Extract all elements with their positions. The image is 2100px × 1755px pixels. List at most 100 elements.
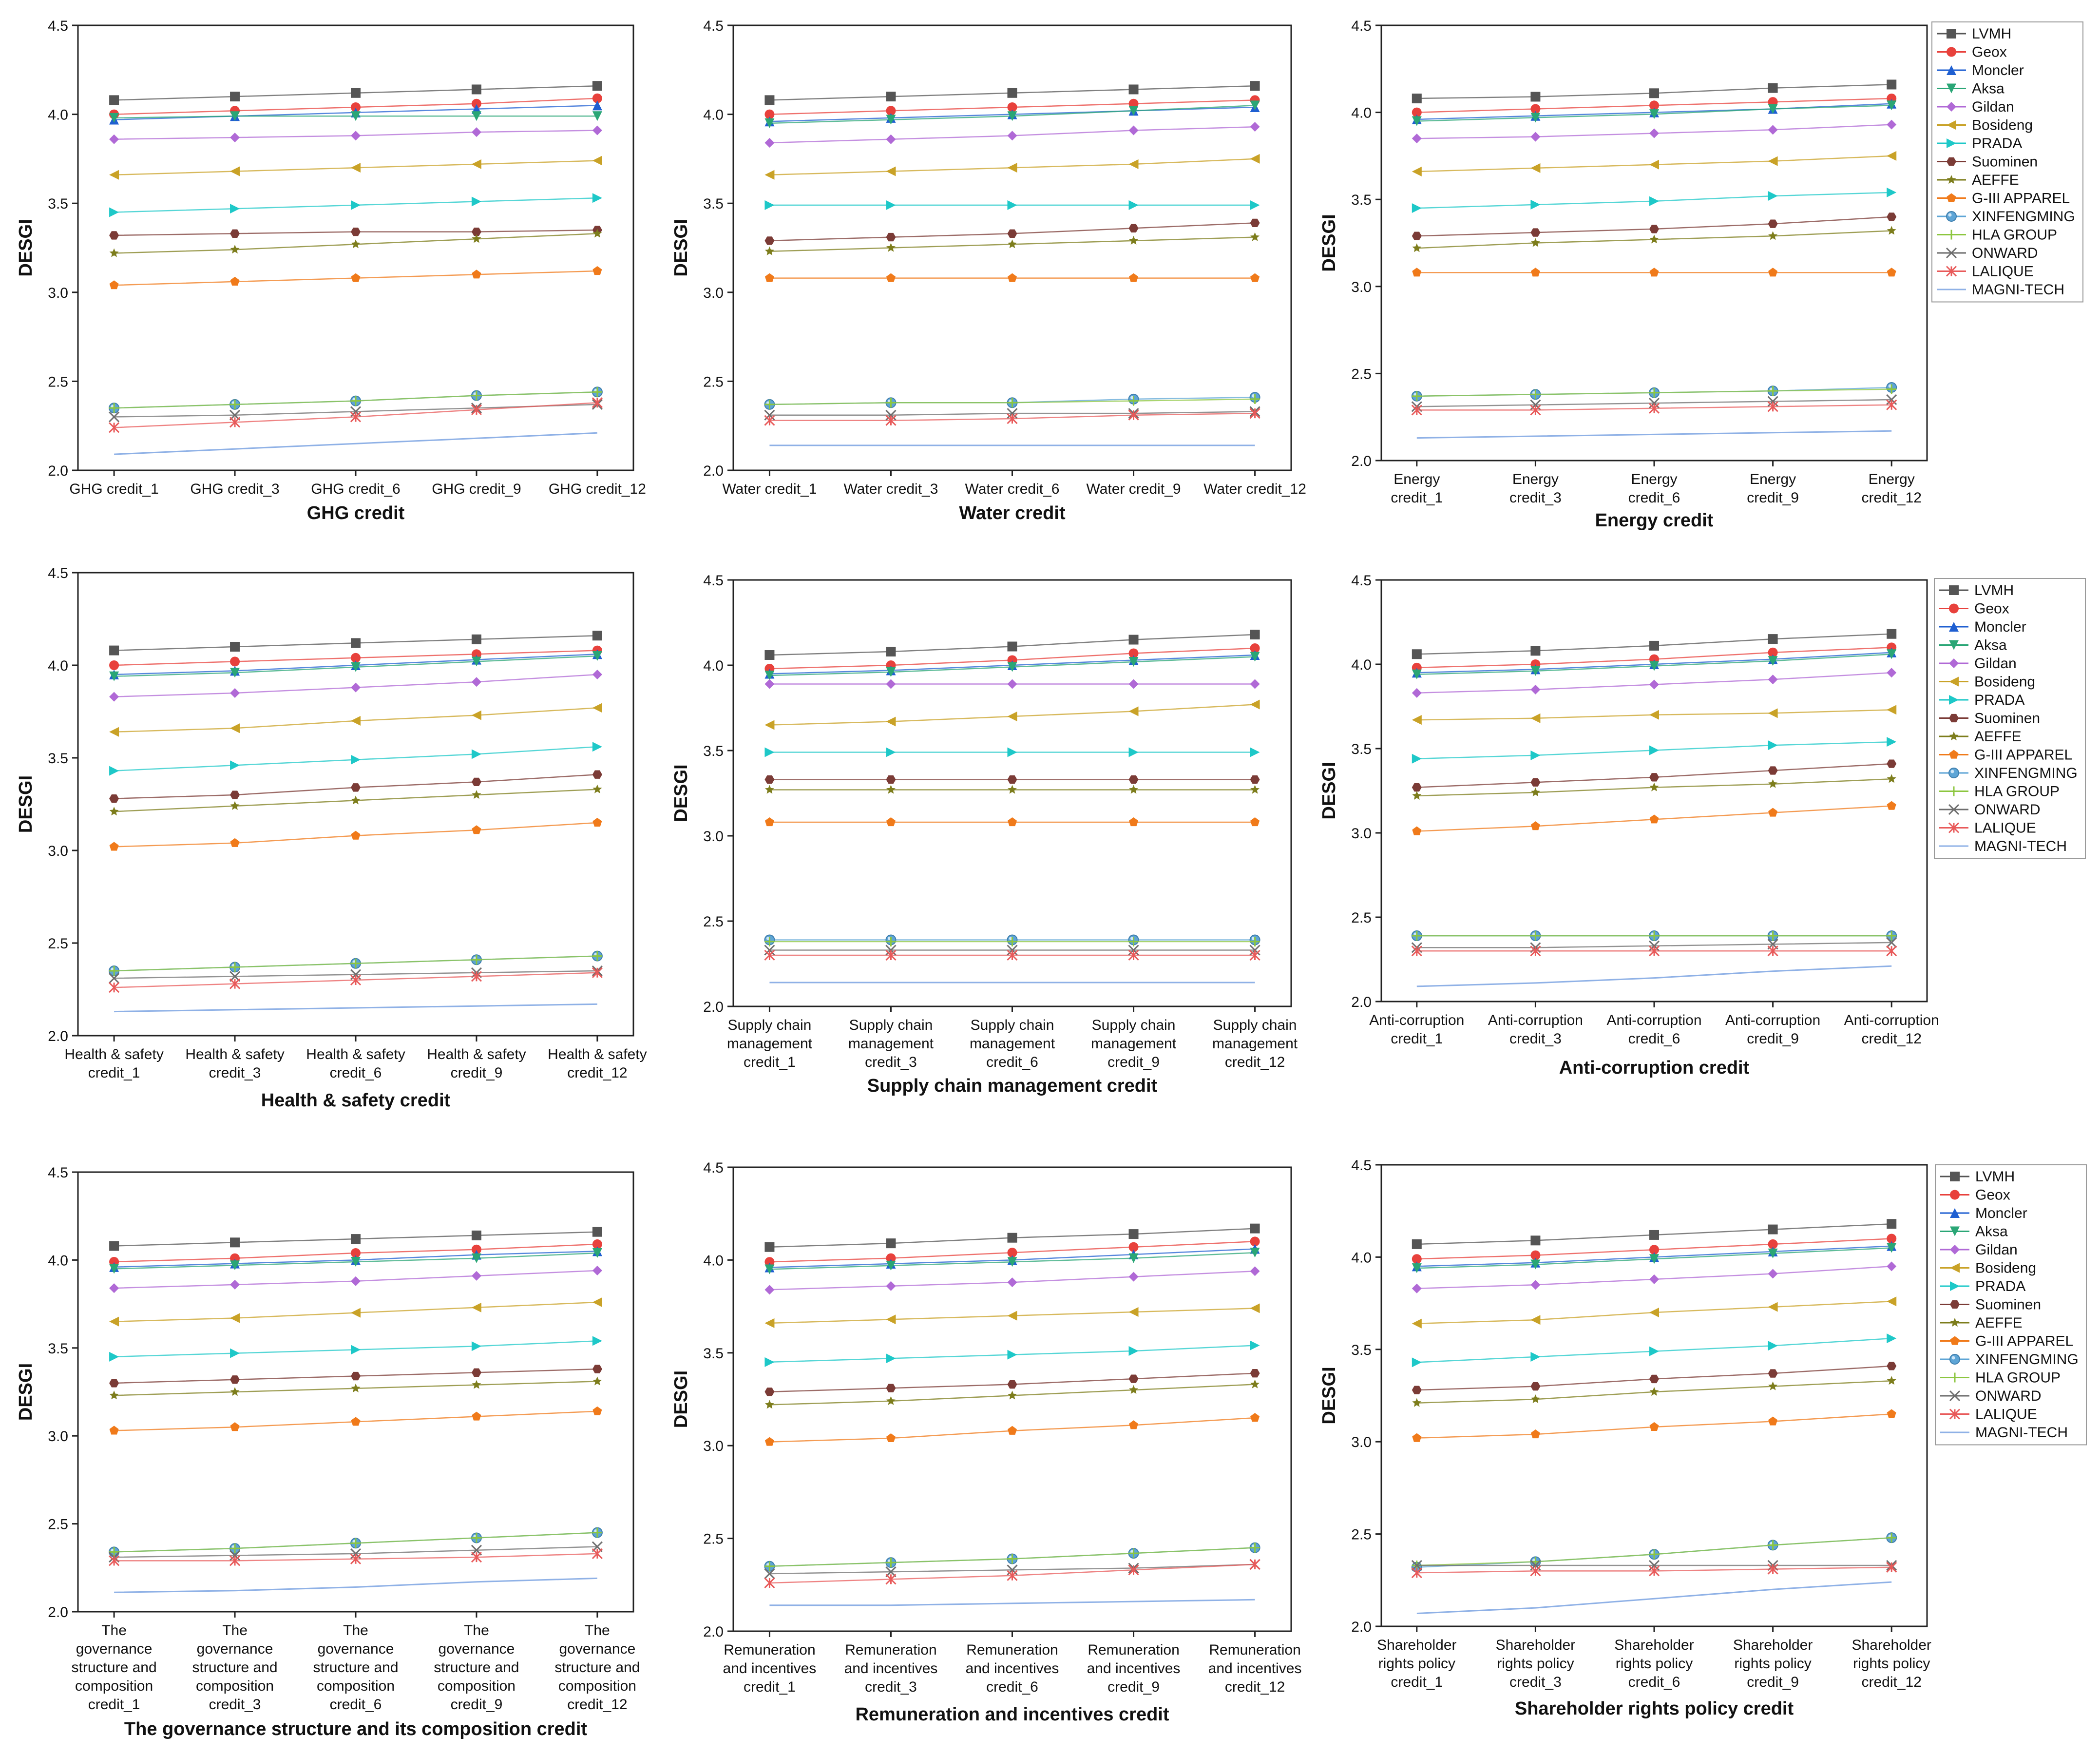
- data-point: [764, 945, 775, 956]
- series-prada: [109, 193, 602, 217]
- data-point: [351, 783, 361, 792]
- series-gildan: [764, 1266, 1260, 1295]
- data-point: [1649, 782, 1659, 791]
- series-g-iii-apparel: [109, 818, 602, 851]
- data-point: [1128, 706, 1139, 716]
- y-tick-label: 3.5: [48, 1341, 68, 1357]
- data-point: [471, 971, 482, 982]
- data-point: [1412, 1433, 1422, 1442]
- series-aksa: [109, 1248, 602, 1274]
- data-point: [230, 1313, 240, 1323]
- series-bosideng: [109, 155, 602, 180]
- series-prada: [1412, 737, 1897, 764]
- y-tick-label: 4.5: [1351, 1157, 1372, 1174]
- data-point: [1649, 159, 1659, 170]
- data-point: [1768, 1381, 1778, 1390]
- data-point: [1768, 740, 1778, 751]
- data-point: [1007, 1248, 1017, 1258]
- data-point: [1412, 791, 1422, 800]
- data-point: [1530, 405, 1541, 416]
- data-point: [351, 227, 361, 236]
- series-lalique: [764, 1559, 1260, 1589]
- legend-marker: [1946, 247, 1957, 259]
- data-point: [1767, 1563, 1778, 1575]
- series-lalique: [1411, 1562, 1897, 1579]
- data-point: [1129, 273, 1139, 282]
- legend-label: MAGNI-TECH: [1974, 838, 2067, 854]
- series-aeffe: [109, 1376, 602, 1400]
- x-tick-label-line: credit_1: [1391, 1031, 1443, 1047]
- data-point: [1768, 647, 1778, 657]
- data-point: [351, 795, 361, 805]
- data-point: [886, 1353, 896, 1364]
- data-point: [1007, 949, 1018, 961]
- x-tick-label-line: Remuneration: [724, 1642, 815, 1658]
- x-tick-label: Anti-corruption credit_3: [1488, 1012, 1583, 1047]
- legend-marker: [1947, 175, 1956, 184]
- x-tick-label: Shareholder rights policy credit_12: [1852, 1637, 1931, 1690]
- series-bosideng: [109, 1297, 602, 1327]
- data-point: [1649, 710, 1659, 720]
- data-point: [351, 273, 361, 282]
- data-point: [351, 638, 361, 648]
- data-point: [1249, 949, 1260, 961]
- data-point: [592, 229, 602, 238]
- x-tick-label-line: credit_12: [1861, 1031, 1921, 1047]
- data-point: [1649, 1230, 1659, 1240]
- x-tick-label-line: Water credit_3: [843, 481, 938, 497]
- data-point: [472, 234, 481, 243]
- data-point: [886, 166, 896, 176]
- data-point: [350, 1548, 362, 1560]
- y-tick-label: 4.0: [1351, 105, 1372, 121]
- chart-panel: 2.0 2.5 3.0 3.5 4.0 4.5 The governance structure…: [16, 1165, 640, 1739]
- series-lvmh: [764, 81, 1260, 105]
- data-point: [230, 399, 240, 409]
- x-tick-label-line: credit_3: [1509, 1031, 1562, 1047]
- legend-label: PRADA: [1975, 1278, 2025, 1294]
- data-point: [1007, 111, 1017, 121]
- data-point: [1887, 187, 1897, 197]
- data-point: [230, 656, 240, 667]
- data-point: [230, 760, 240, 771]
- data-point: [351, 1345, 361, 1355]
- x-tick-label-line: Energy: [1750, 471, 1796, 487]
- legend-label: AEFFE: [1975, 1315, 2023, 1331]
- data-point: [1530, 113, 1541, 123]
- data-point: [1007, 239, 1017, 249]
- data-point: [471, 1552, 482, 1563]
- series-g-iii-apparel: [764, 1413, 1260, 1446]
- legend-marker: [1949, 1354, 1960, 1365]
- legend-marker: [1949, 640, 1959, 650]
- series-suominen: [1412, 212, 1897, 240]
- x-tick-label-line: credit_6: [1628, 1674, 1680, 1690]
- y-tick-label: 2.0: [48, 463, 68, 479]
- data-point: [1530, 389, 1541, 400]
- data-point: [592, 387, 602, 397]
- y-tick-label: 4.0: [703, 1253, 724, 1269]
- data-point: [1007, 937, 1017, 946]
- x-tick-label-line: Water credit_12: [1203, 481, 1306, 497]
- data-point: [1250, 652, 1260, 662]
- data-point: [886, 785, 896, 794]
- legend-label: Moncler: [1972, 62, 2024, 78]
- series-magni-tech: [769, 1599, 1255, 1606]
- data-point: [1249, 408, 1260, 419]
- series-aeffe: [764, 232, 1260, 255]
- legend-label: G-III APPAREL: [1975, 1333, 2073, 1350]
- series-lalique: [109, 967, 603, 993]
- series-magni-tech: [1416, 1581, 1892, 1614]
- data-point: [1768, 1224, 1778, 1234]
- data-point: [592, 651, 602, 661]
- series-aeffe: [1412, 774, 1896, 800]
- x-tick-label-line: governance: [439, 1641, 515, 1657]
- legend-label: Geox: [1975, 1187, 2010, 1203]
- series-lalique: [109, 397, 603, 433]
- data-point: [1887, 119, 1897, 130]
- data-point: [764, 109, 775, 119]
- legend-label: LALIQUE: [1974, 820, 2036, 836]
- legend-marker: [1950, 1245, 1960, 1254]
- data-point: [472, 825, 481, 834]
- data-point: [592, 967, 603, 978]
- series-suominen: [109, 1365, 602, 1388]
- data-point: [109, 1390, 119, 1400]
